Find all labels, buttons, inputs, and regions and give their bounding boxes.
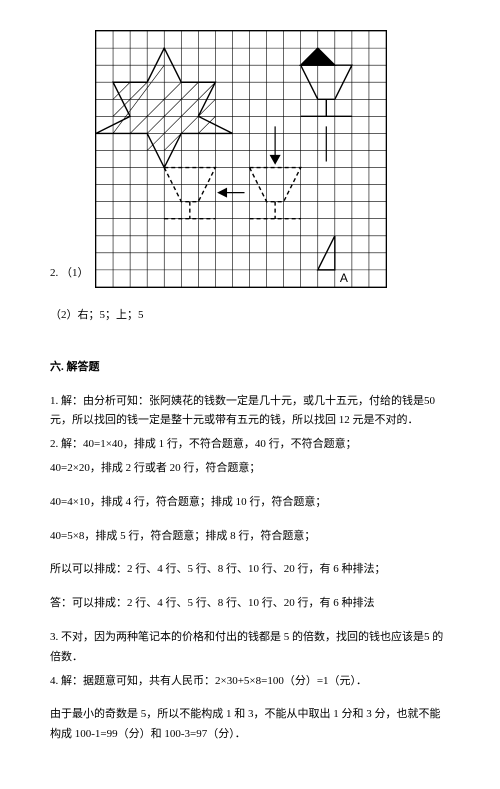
- p2d: 40=5×8，排成 5 行，符合题意；排成 8 行，符合题意；: [50, 527, 450, 547]
- figure-label: 2. （1）: [50, 264, 89, 288]
- grid-figure: A: [95, 30, 387, 288]
- p2f: 答：可以排成：2 行、4 行、5 行、8 行、10 行、20 行，有 6 种排法: [50, 594, 450, 614]
- figure-row: 2. （1）: [50, 30, 450, 288]
- p3: 3. 不对，因为两种笔记本的价格和付出的钱都是 5 的倍数，找回的钱也应该是5 …: [50, 628, 450, 668]
- p2b: 40=2×20，排成 2 行或者 20 行，符合题意；: [50, 459, 450, 479]
- answer-2: （2）右；5；上；5: [50, 306, 450, 326]
- label-A: A: [339, 271, 347, 285]
- section-title: 六. 解答题: [50, 358, 450, 378]
- p4a: 4. 解：据题意可知，共有人民币：2×30+5×8=100（分）=1（元）．: [50, 672, 450, 692]
- p2c: 40=4×10，排成 4 行，符合题意；排成 10 行，符合题意；: [50, 493, 450, 513]
- p2e: 所以可以排成：2 行、4 行、5 行、8 行、10 行、20 行，有 6 种排法…: [50, 560, 450, 580]
- p1: 1. 解：由分析可知：张阿姨花的钱数一定是几十元，或几十五元，付给的钱是50 元…: [50, 392, 450, 432]
- figure-label-num: （1）: [61, 267, 89, 279]
- figure-label-prefix: 2.: [50, 267, 58, 279]
- p2a: 2. 解：40=1×40，排成 1 行，不符合题意，40 行，不符合题意；: [50, 435, 450, 455]
- p4b: 由于最小的奇数是 5，所以不能构成 1 和 3，不能从中取出 1 分和 3 分，…: [50, 705, 450, 745]
